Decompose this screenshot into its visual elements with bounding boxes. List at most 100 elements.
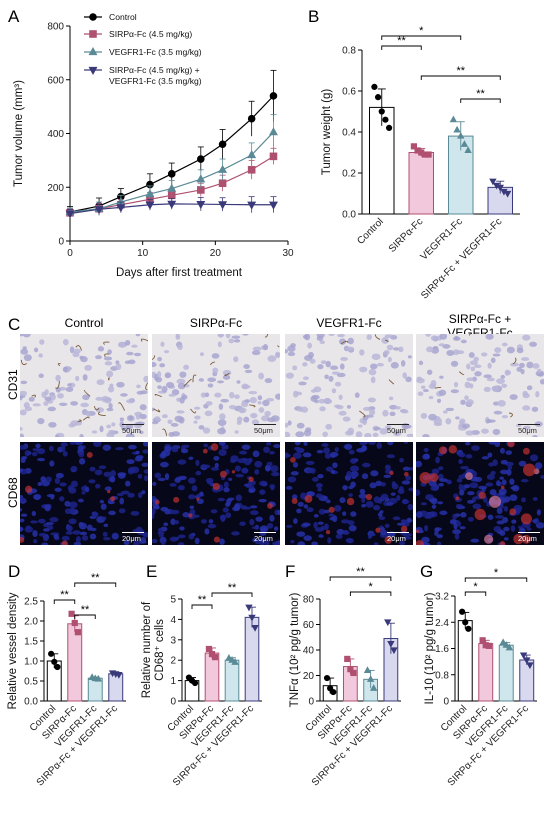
a-legend-marker — [88, 47, 98, 56]
scale-bar: 20μm — [518, 532, 540, 543]
a-legend-entry-3: SIRPα-Fc (4.5 mg/kg) + VEGFR1-Fc (3.5 mg/… — [109, 65, 202, 86]
b-ytick-label: 0.4 — [342, 128, 356, 139]
a-point — [218, 179, 227, 188]
b-ytick-label: 0.2 — [342, 169, 356, 180]
microscopy-image-cd68-3 — [416, 442, 544, 545]
microscopy-column-label-2: VEGFR1-Fc — [316, 316, 382, 330]
d-point — [74, 629, 81, 636]
g-point — [459, 608, 466, 615]
b-sig-bracket-0 — [381, 35, 462, 40]
e-ytick-label: 2 — [170, 656, 176, 667]
b-point — [371, 83, 378, 91]
f-y-axis-label: TNFα (10² pg/g tumor) — [289, 593, 301, 708]
e-y-axis-label: CD68⁺ cells — [154, 619, 166, 681]
a-xtick-label: 20 — [210, 248, 222, 259]
panel-label-E: E — [146, 562, 157, 581]
scale-bar-line — [254, 424, 276, 426]
scale-bar-label: 50μm — [122, 426, 141, 435]
g-ytick-label: 1.6 — [435, 644, 449, 655]
f-ytick-label: 60 — [303, 620, 315, 631]
scale-bar: 20μm — [122, 532, 144, 543]
panel-label-F: F — [285, 562, 295, 581]
a-point — [247, 150, 257, 159]
g-sig-label-0: * — [473, 581, 478, 593]
panel-label-G: G — [420, 562, 433, 581]
d-bar-2 — [87, 677, 103, 702]
scale-bar: 20μm — [254, 532, 276, 543]
a-legend-marker — [89, 13, 97, 21]
b-sig-bracket-1 — [381, 45, 422, 50]
f-point — [330, 688, 337, 696]
d-y-axis-label: Relative vessel density — [7, 592, 19, 709]
g-bar-0 — [457, 620, 473, 702]
scale-bar: 50μm — [122, 424, 144, 435]
panel-label-D: D — [8, 562, 20, 581]
a-x-axis-label: Days after first treatment — [116, 267, 243, 279]
panel-label-B: B — [308, 7, 319, 26]
d-sig-bracket-1 — [53, 599, 76, 604]
f-point — [390, 647, 398, 655]
scale-bar: 20μm — [387, 532, 409, 543]
scale-bar: 50μm — [254, 424, 276, 435]
e-sig-label-1: ** — [228, 582, 237, 594]
a-legend-entry-2: VEGFR1-Fc (3.5 mg/kg) — [109, 47, 202, 57]
g-ytick-label: 3.2 — [435, 592, 449, 603]
scale-bar-label: 50μm — [518, 426, 537, 435]
a-point — [197, 155, 205, 163]
f-point — [363, 666, 372, 673]
panel-label-A: A — [8, 7, 20, 26]
a-ytick-label: 800 — [47, 22, 64, 33]
b-ytick-label: 0.0 — [342, 210, 356, 221]
b-point — [496, 184, 504, 192]
tissue-texture — [416, 442, 544, 545]
scale-bar-label: 50μm — [387, 426, 406, 435]
e-sig-bracket-1 — [211, 592, 253, 597]
a-xtick-label: 10 — [137, 248, 149, 259]
scale-bar-line — [122, 424, 144, 426]
b-point — [453, 125, 461, 133]
e-ytick-label: 1 — [170, 676, 176, 687]
scale-bar-label: 20μm — [518, 534, 537, 543]
b-point — [382, 116, 389, 123]
a-ytick-label: 0 — [58, 237, 64, 248]
b-sig-label-1: ** — [397, 35, 406, 47]
microscopy-image-cd68-0 — [20, 442, 148, 545]
b-point — [385, 124, 393, 132]
a-xtick-label: 30 — [282, 248, 294, 259]
e-point — [225, 654, 233, 661]
b-point — [457, 131, 465, 139]
a-legend-marker — [89, 30, 97, 38]
a-point — [247, 165, 256, 174]
a-point — [269, 92, 278, 100]
g-point — [479, 637, 486, 644]
a-ytick-label: 200 — [47, 183, 64, 194]
a-point — [247, 201, 257, 210]
d-point — [68, 610, 75, 617]
g-ytick-label: 0.8 — [435, 670, 449, 681]
microscopy-image-cd31-0 — [20, 334, 148, 437]
a-point — [65, 210, 75, 219]
a-ytick-label: 600 — [47, 75, 64, 86]
tissue-texture — [152, 334, 280, 437]
g-bar-3 — [519, 659, 535, 702]
f-sig-bracket-0 — [329, 576, 392, 581]
b-ytick-label: 0.8 — [342, 46, 356, 57]
g-ytick-label: 2.4 — [435, 618, 449, 629]
a-point — [167, 183, 177, 192]
b-point — [489, 178, 497, 186]
microscopy-row-label-0: CD31 — [6, 368, 20, 400]
g-point — [499, 638, 507, 646]
d-sig-label-0: ** — [91, 572, 100, 584]
b-point — [464, 146, 472, 154]
f-sig-label-0: ** — [356, 566, 365, 578]
b-sig-label-3: ** — [476, 88, 485, 100]
e-point — [251, 624, 259, 632]
b-bar-1 — [408, 152, 434, 215]
e-ytick-label: 4 — [170, 615, 176, 626]
d-sig-label-2: ** — [81, 604, 90, 616]
g-point — [505, 643, 514, 651]
scale-bar-label: 20μm — [122, 534, 141, 543]
g-point — [462, 619, 469, 626]
d-ytick-label: 1.0 — [24, 657, 38, 668]
